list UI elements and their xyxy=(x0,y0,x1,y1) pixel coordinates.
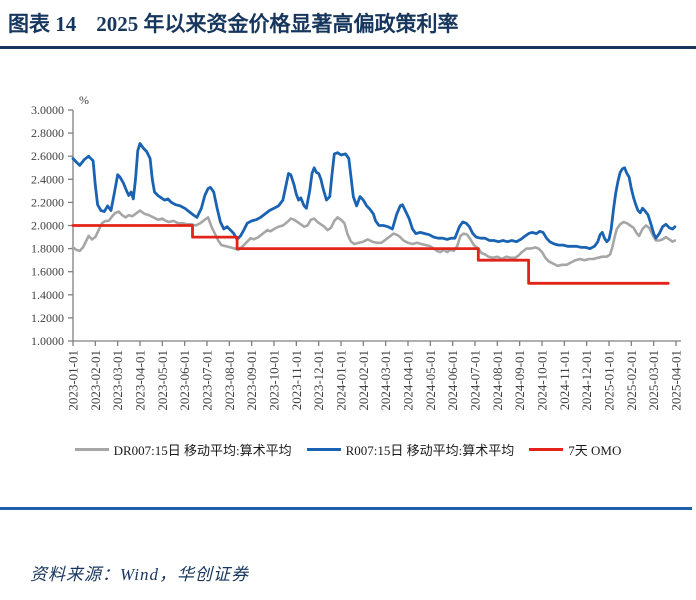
x-tick-label: 2025-01-01 xyxy=(602,350,617,411)
x-tick-label: 2023-12-01 xyxy=(311,350,326,411)
legend-item-series-r007-ma: R007:15日 移动平均:算术平均 xyxy=(306,440,515,459)
legend-swatch xyxy=(306,447,341,451)
chart-legend: DR007:15日 移动平均:算术平均 R007:15日 移动平均:算术平均 7天 … xyxy=(0,438,696,460)
series-omo-7d xyxy=(71,224,670,285)
x-tick-label: 2024-06-01 xyxy=(445,350,460,411)
x-tick-label: 2024-01-01 xyxy=(334,350,349,411)
legend-label: DR007:15日 移动平均:算术平均 xyxy=(113,442,292,458)
y-tick-label: 2.6000 xyxy=(31,149,64,163)
line-chart: 3.0000 2.8000 2.6000 2.4000 2.2000 2.0000 1.80… xyxy=(31,93,684,411)
y-tick-label: 2.4000 xyxy=(31,172,64,186)
x-tick-label: 2023-01-01 xyxy=(66,350,81,411)
y-tick-label: 3.0000 xyxy=(31,103,64,117)
x-tick-label: 2023-09-01 xyxy=(244,350,259,411)
x-tick-label: 2024-04-01 xyxy=(401,350,416,411)
x-tick-label: 2024-08-01 xyxy=(490,350,505,411)
x-tick-label: 2023-03-01 xyxy=(110,350,125,411)
x-tick-label: 2023-06-01 xyxy=(177,350,192,411)
x-tick-label: 2025-02-01 xyxy=(624,350,639,411)
x-tick-label: 2023-04-01 xyxy=(133,350,148,411)
x-tick-label: 2023-07-01 xyxy=(200,350,215,411)
y-tick-label: 2.0000 xyxy=(31,219,64,233)
x-tick-label: 2023-05-01 xyxy=(155,350,170,411)
legend-swatch xyxy=(74,447,109,451)
x-tick-label: 2024-02-01 xyxy=(356,350,371,411)
x-tick-label: 2024-09-01 xyxy=(512,350,527,411)
source-note: 资料来源：Wind，华创证券 xyxy=(30,565,249,584)
y-axis-unit: % xyxy=(79,93,89,107)
x-tick-label: 2023-02-01 xyxy=(88,350,103,411)
legend-swatch xyxy=(529,447,564,451)
x-tick-label: 2024-10-01 xyxy=(535,350,550,411)
figure-header: 图表 14 2025 年以来资金价格显著高偏政策利率 xyxy=(8,8,696,38)
y-tick-label: 1.8000 xyxy=(31,242,64,256)
x-tick-label: 2024-12-01 xyxy=(579,350,594,411)
y-tick-label: 1.4000 xyxy=(31,288,64,302)
legend-label: R007:15日 移动平均:算术平均 xyxy=(345,442,515,458)
x-tick-label: 2025-03-01 xyxy=(646,350,661,411)
x-tick-label: 2023-08-01 xyxy=(222,350,237,411)
x-tick-label: 2024-05-01 xyxy=(423,350,438,411)
figure-bottom-divider xyxy=(0,507,692,510)
legend-item-series-dr007-ma: DR007:15日 移动平均:算术平均 xyxy=(74,440,292,459)
figure-title: 2025 年以来资金价格显著高偏政策利率 xyxy=(96,12,459,36)
series-r007-ma xyxy=(71,142,677,251)
x-tick-label: 2023-11-01 xyxy=(289,350,304,410)
legend-label: 7天 OMO xyxy=(568,442,622,458)
series-dr007-ma xyxy=(71,209,677,268)
y-tick-label: 1.6000 xyxy=(31,265,64,279)
y-tick-label: 2.2000 xyxy=(31,195,64,209)
y-tick-label: 2.8000 xyxy=(31,126,64,140)
figure-label: 图表 14 xyxy=(8,12,77,36)
x-tick-label: 2024-11-01 xyxy=(557,350,572,410)
x-tick-label: 2023-10-01 xyxy=(267,350,282,411)
x-tick-label: 2024-03-01 xyxy=(378,350,393,411)
title-divider xyxy=(0,46,696,49)
y-tick-label: 1.2000 xyxy=(31,311,64,325)
x-tick-label: 2025-04-01 xyxy=(669,350,684,411)
legend-item-series-omo-7d: 7天 OMO xyxy=(529,440,621,459)
x-tick-label: 2024-07-01 xyxy=(468,350,483,411)
y-tick-label: 1.0000 xyxy=(31,334,64,348)
